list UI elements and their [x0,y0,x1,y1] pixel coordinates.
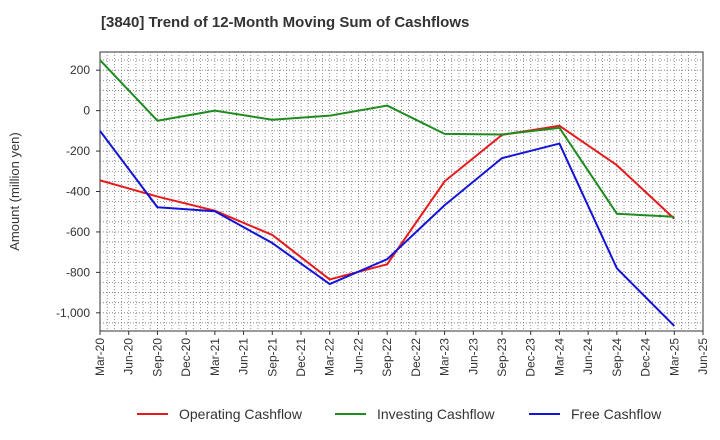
chart-title: [3840] Trend of 12-Month Moving Sum of C… [101,14,470,31]
x-tick-label: Mar-25 [667,338,681,376]
x-tick-label: Mar-23 [438,338,452,376]
series-line-investing-cashflow [99,59,675,218]
x-tick-label: Jun-24 [581,338,595,375]
x-tick-label: Jun-22 [351,338,365,375]
legend-label-investing-cashflow: Investing Cashflow [377,406,495,422]
x-tick-label: Sep-23 [495,338,509,377]
x-tick-label: Mar-20 [93,338,107,376]
x-tick-label: Dec-23 [524,338,538,377]
x-tick-label: Dec-22 [409,338,423,377]
x-tick-label: Sep-21 [265,338,279,377]
series-line-operating-cashflow [99,124,675,281]
y-tick-label: -800 [66,265,90,279]
x-tick-label: Jun-25 [696,338,710,375]
x-tick-label: Sep-24 [610,338,624,377]
y-tick-label: 0 [83,104,90,118]
y-tick-label: -200 [66,144,90,158]
x-tick-label: Jun-21 [237,338,251,375]
y-tick-label: 200 [70,63,90,77]
legend-label-free-cashflow: Free Cashflow [571,406,662,422]
x-tick-label: Sep-22 [380,338,394,377]
x-tick-label: Mar-22 [323,338,337,376]
x-tick-label: Dec-20 [179,338,193,377]
y-tick-label: -1,000 [56,306,90,320]
x-tick-label: Jun-23 [466,338,480,375]
x-tick-label: Jun-20 [122,338,136,375]
legend-label-operating-cashflow: Operating Cashflow [179,406,303,422]
x-tick-label: Dec-21 [294,338,308,377]
y-tick-label: -600 [66,225,90,239]
x-tick-label: Mar-21 [208,338,222,376]
series-line-free-cashflow [99,130,675,327]
x-tick-label: Dec-24 [639,338,653,377]
x-tick-label: Mar-24 [552,338,566,376]
y-tick-label: -400 [66,185,90,199]
y-axis-title: Amount (million yen) [7,132,22,251]
x-tick-label: Sep-20 [150,338,164,377]
